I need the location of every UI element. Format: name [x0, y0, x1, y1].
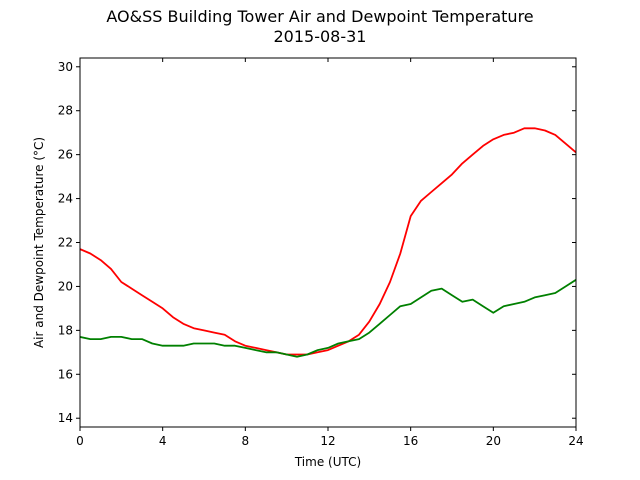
- y-tick-label: 24: [58, 192, 73, 206]
- x-tick-label: 20: [486, 434, 501, 448]
- plot-frame: [79, 57, 577, 428]
- x-axis-label: Time (UTC): [294, 455, 361, 469]
- series-line-1: [80, 127, 576, 356]
- x-tick-label: 0: [76, 434, 84, 448]
- chart-title: AO&SS Building Tower Air and Dewpoint Te…: [106, 7, 534, 26]
- chart-subtitle: 2015-08-31: [273, 27, 367, 46]
- x-tick-label: 16: [403, 434, 418, 448]
- x-tick-label: 4: [159, 434, 167, 448]
- x-tick-label: 12: [320, 434, 335, 448]
- x-tick-label: 24: [568, 434, 583, 448]
- y-tick-label: 30: [58, 60, 73, 74]
- y-axis-label: Air and Dewpoint Temperature (°C): [32, 137, 46, 348]
- x-tick-label: 8: [242, 434, 250, 448]
- y-tick-label: 22: [58, 236, 73, 250]
- y-tick-label: 28: [58, 104, 73, 118]
- y-tick-label: 16: [58, 367, 73, 381]
- y-tick-label: 26: [58, 148, 73, 162]
- y-tick-label: 18: [58, 323, 73, 337]
- series-line-2: [80, 279, 576, 358]
- y-tick-label: 20: [58, 279, 73, 293]
- y-tick-label: 14: [58, 411, 73, 425]
